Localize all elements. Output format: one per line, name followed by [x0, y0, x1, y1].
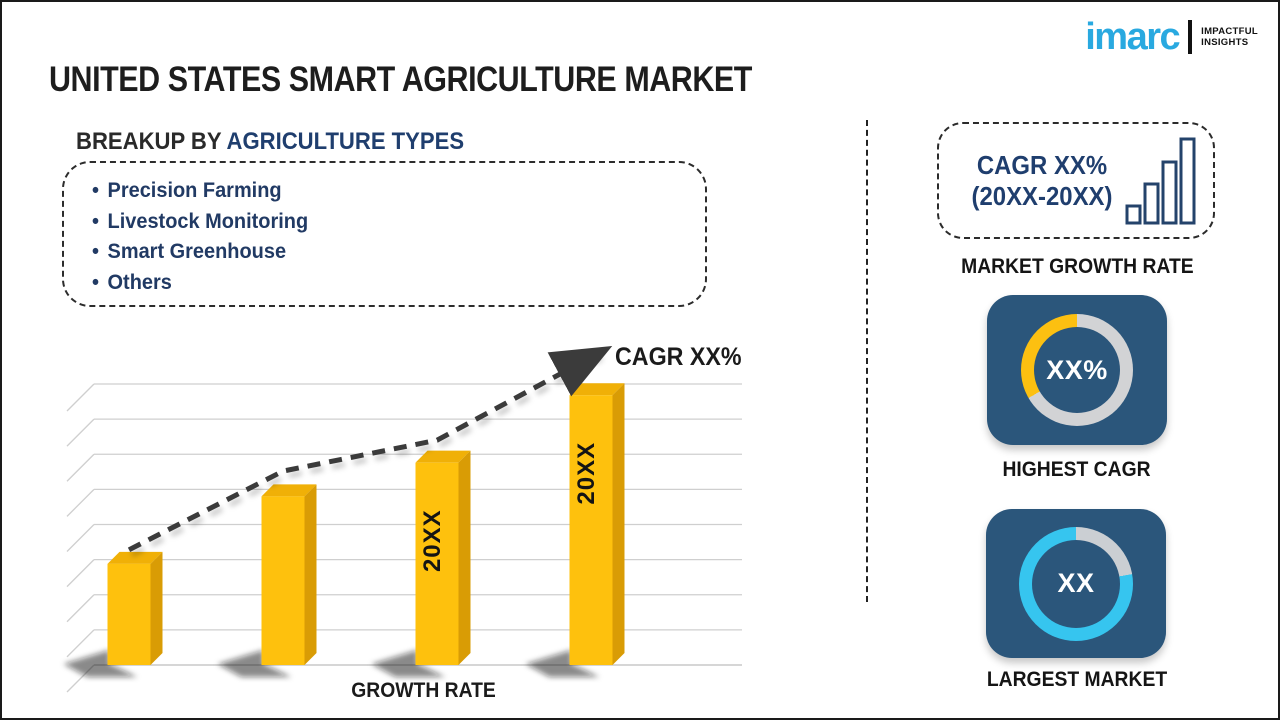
market-growth-rate-label: MARKET GROWTH RATE [960, 255, 1194, 278]
panel-divider [866, 120, 868, 602]
breakup-heading: BREAKUP BY AGRICULTURE TYPES [76, 128, 465, 155]
largest-market-card: XX [986, 509, 1166, 658]
highest-cagr-donut [1021, 314, 1133, 426]
imarc-logo-wordmark: imarc [1085, 16, 1180, 58]
bullet-icon: • [92, 179, 99, 202]
highest-cagr-label: HIGHEST CAGR [1002, 458, 1152, 481]
bar-chart-icon [1125, 137, 1196, 224]
market-growth-rate-box: CAGR XX% (20XX-20XX) [937, 122, 1215, 239]
svg-text:20XX: 20XX [573, 442, 600, 505]
agriculture-types-box: • Precision Farming • Livestock Monitoring •… [62, 161, 707, 307]
largest-market-label: LARGEST MARKET [986, 668, 1168, 691]
trend-cagr-label: CAGR XX% [615, 343, 742, 371]
imarc-logo: imarc IMPACTFUL INSIGHTS [1085, 18, 1258, 56]
growth-bar-chart: 20XX 20XX [63, 345, 742, 693]
page-title: UNITED STATES SMART AGRICULTURE MARKET [49, 60, 752, 99]
largest-market-value: XX [1057, 568, 1095, 598]
agriculture-type-item: • Others [92, 270, 172, 294]
logo-divider [1188, 20, 1193, 54]
agriculture-type-item: • Precision Farming [92, 179, 282, 202]
bullet-icon: • [92, 240, 99, 263]
logo-tagline: IMPACTFUL INSIGHTS [1201, 25, 1258, 49]
agriculture-type-item: • Livestock Monitoring [92, 209, 309, 233]
cagr-placeholder-text: CAGR XX% (20XX-20XX) [971, 149, 1113, 211]
agriculture-type-item: • Smart Greenhouse [92, 240, 287, 263]
svg-text:20XX: 20XX [419, 509, 446, 572]
largest-market-donut [1019, 526, 1133, 641]
bullet-icon: • [92, 209, 99, 233]
x-axis-label: GROWTH RATE [351, 679, 497, 702]
highest-cagr-value: XX% [1046, 354, 1108, 385]
bullet-icon: • [92, 270, 99, 294]
highest-cagr-card: XX% [987, 295, 1167, 445]
